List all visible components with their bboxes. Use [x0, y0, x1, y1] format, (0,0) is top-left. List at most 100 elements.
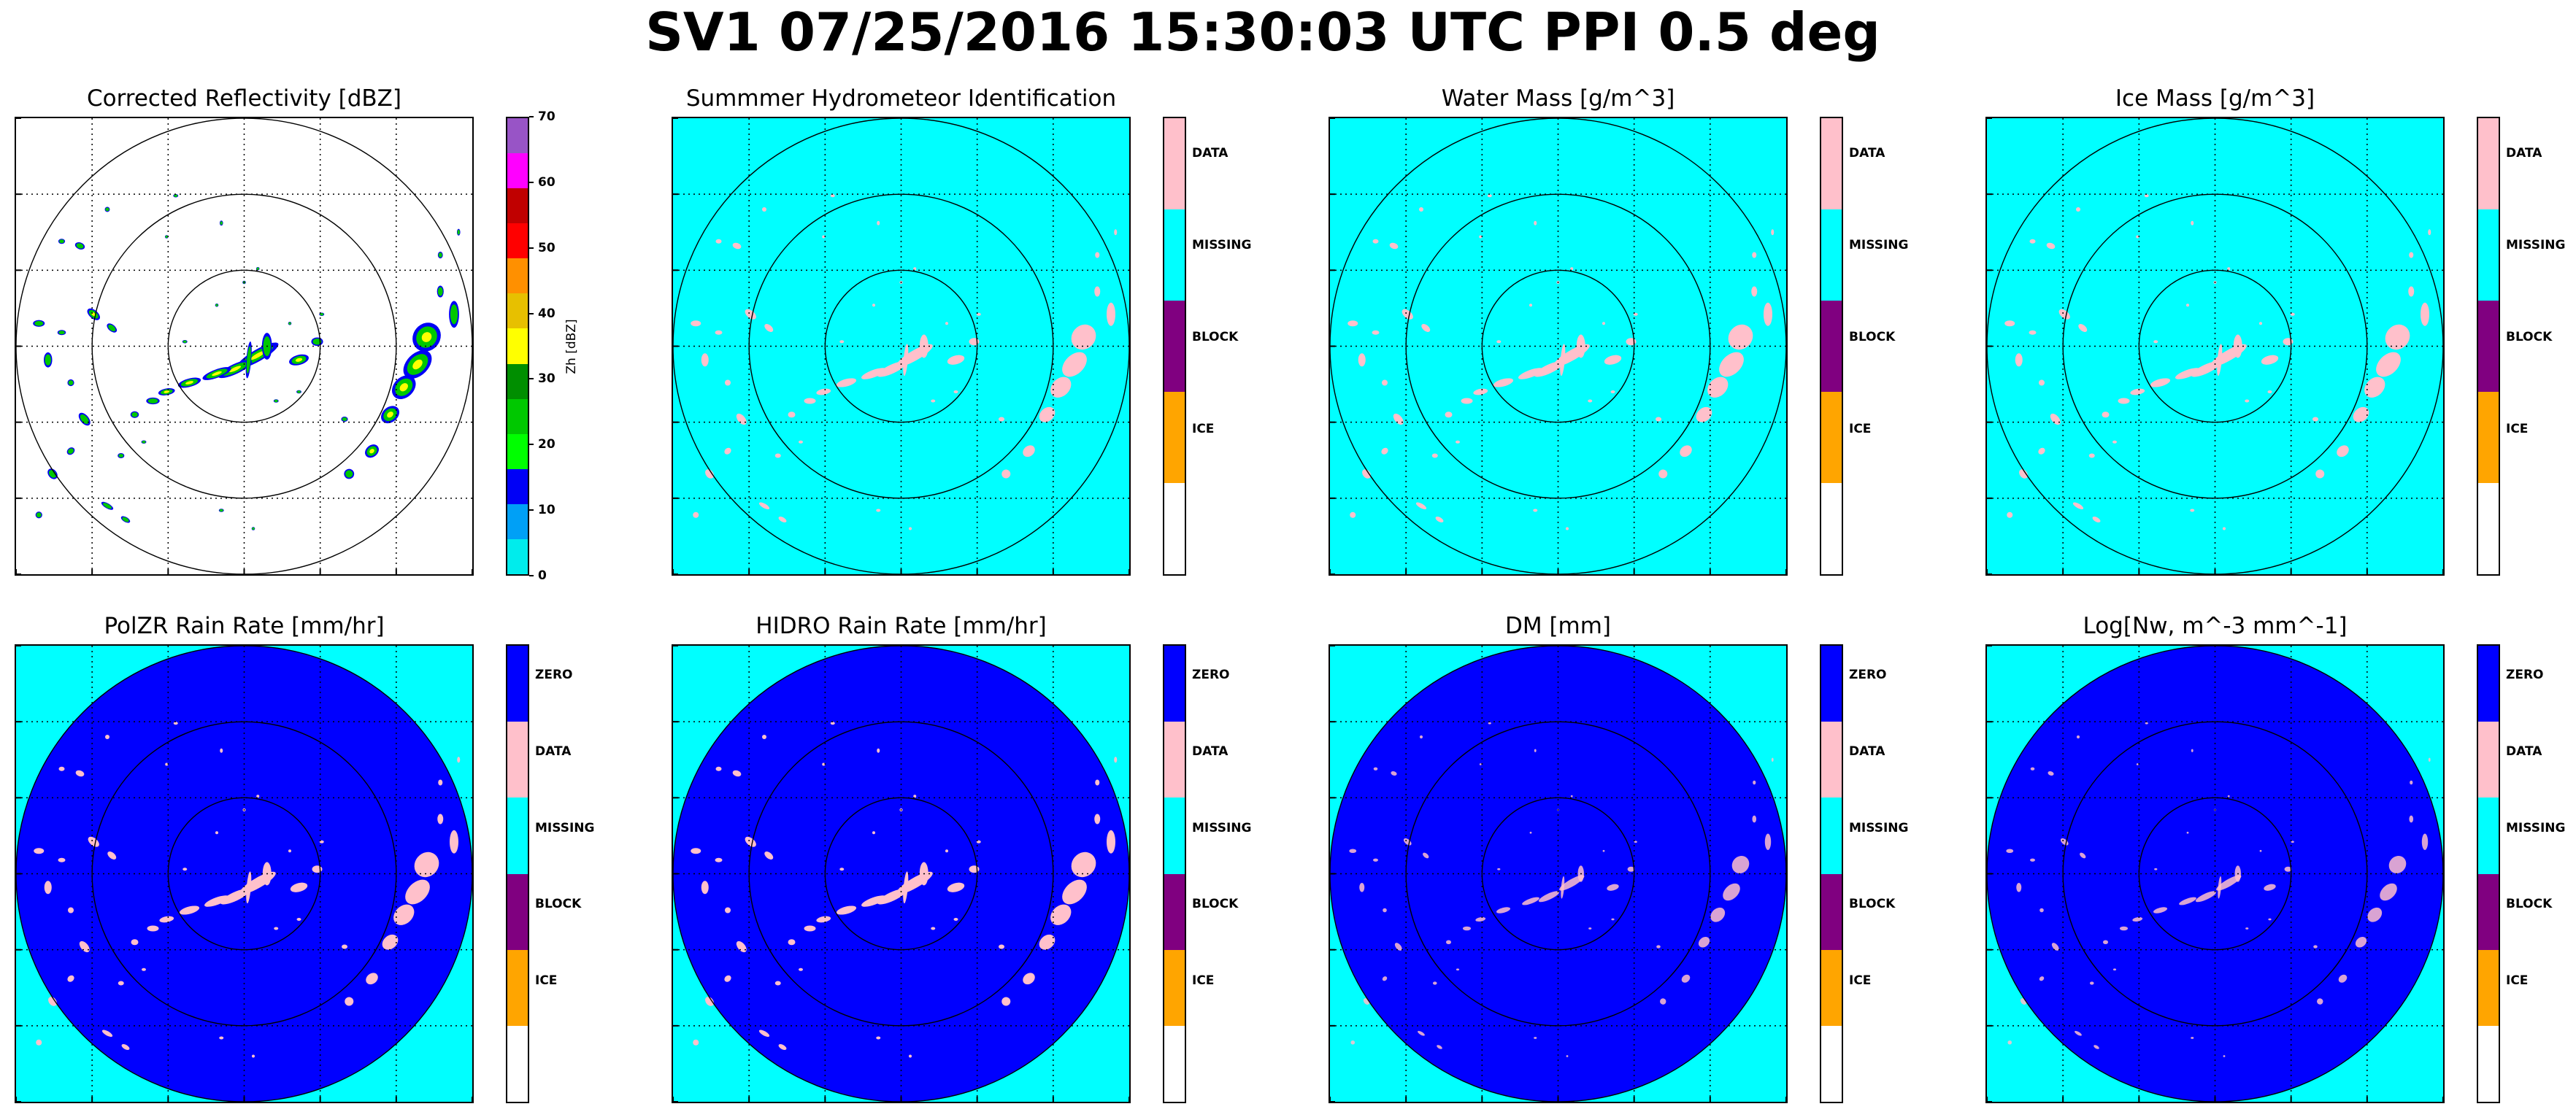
echo-data: [1023, 973, 1035, 985]
echo-data: [758, 502, 770, 510]
echo-data: [159, 916, 174, 923]
echo-data: [290, 882, 308, 892]
colorbar-0: [506, 117, 529, 576]
radar-plot-7: [1985, 644, 2445, 1103]
colorbar-tick-label: 70: [538, 109, 555, 124]
echo-data: [2245, 399, 2250, 403]
echo-data: [2191, 360, 2221, 377]
colorbar-segment: [2478, 118, 2499, 209]
echo-data: [931, 927, 936, 930]
echo-data: [2313, 945, 2318, 949]
echo-data: [1350, 1040, 1356, 1045]
echo-data: [732, 770, 742, 777]
echo-mid: [246, 346, 251, 374]
colorbar-segment: [507, 1025, 528, 1102]
echo-data: [2089, 981, 2094, 985]
echo-data: [1419, 207, 1423, 212]
panel-title-7: Log[Nw, m^-3 mm^-1]: [2083, 613, 2348, 639]
echo-mid: [437, 287, 443, 296]
colorbar-segment: [2478, 301, 2499, 392]
echo-data: [2216, 875, 2242, 891]
echo-mid: [288, 322, 291, 325]
echo-mid: [108, 324, 116, 332]
echo-data: [2039, 908, 2044, 913]
colorbar-tick-mark: [529, 378, 534, 380]
echo-data: [903, 344, 909, 376]
echo-data: [393, 904, 415, 925]
echo-mid: [68, 448, 74, 455]
range-ring-2: [748, 193, 1054, 499]
range-ring-1: [2138, 269, 2292, 423]
axis-ticks: [1987, 646, 2443, 1102]
axis-ticks: [16, 646, 472, 1102]
echo-data: [903, 871, 909, 904]
colorbar-segment: [1821, 873, 1842, 950]
colorbar-segment: [1164, 301, 1185, 392]
echo-data: [1475, 916, 1486, 922]
echo-data: [2186, 831, 2189, 834]
zero-rain-disk: [16, 646, 472, 1102]
echo-data: [1372, 330, 1380, 335]
echo-mid: [76, 243, 84, 249]
echo-data: [774, 453, 781, 458]
echo-data: [288, 849, 291, 853]
echo-data: [1488, 722, 1491, 725]
echo-data: [2016, 882, 2022, 892]
echo-mid: [220, 221, 223, 225]
echo-data: [1039, 934, 1056, 950]
echo-data: [296, 918, 301, 921]
echo-data: [1559, 875, 1585, 891]
echo-data: [75, 770, 85, 777]
colorbar-tick-mark: [529, 116, 534, 117]
echo-data: [2050, 413, 2061, 425]
colorbar-category-label: DATA: [1192, 744, 1229, 759]
echo-data: [58, 766, 65, 771]
echo-data: [105, 735, 109, 739]
echo-data: [215, 831, 218, 835]
echo-data: [830, 722, 835, 725]
echo-data: [2421, 833, 2429, 850]
echo-data: [1588, 927, 1592, 930]
colorbar-segment: [1164, 483, 1185, 574]
colorbar-category-label: BLOCK: [1192, 897, 1239, 912]
range-ring-1: [824, 797, 978, 951]
colorbar-category-label: DATA: [1849, 744, 1885, 759]
echo-data: [1731, 855, 1750, 874]
echo-data: [2191, 749, 2194, 752]
echo-data: [1423, 852, 1429, 859]
echo-data: [788, 939, 796, 946]
echo-mid: [105, 207, 109, 212]
colorbar-tick-label: 50: [538, 240, 555, 255]
colorbar-segment: [507, 153, 528, 189]
colorbar-segment: [1821, 722, 1842, 798]
echo-data: [1696, 406, 1712, 422]
echo-data: [1114, 757, 1118, 763]
echo-data: [34, 848, 45, 854]
colorbar-category-label: MISSING: [1192, 820, 1252, 835]
echo-data: [1349, 849, 1357, 854]
echo-data: [1534, 360, 1564, 377]
echo-data: [1001, 469, 1011, 479]
echo-data: [1764, 302, 1772, 326]
echo-data: [732, 242, 742, 250]
echo-data: [58, 857, 66, 862]
colorbar-segment: [507, 363, 528, 399]
echo-data: [2102, 412, 2110, 418]
echo-data: [2039, 379, 2045, 386]
echo-core: [295, 358, 303, 362]
echo-data: [1611, 918, 1615, 921]
range-ring-1: [167, 797, 321, 951]
echo-layer: [1349, 722, 1774, 1057]
echo-data: [2259, 849, 2262, 852]
echo-data: [2051, 943, 2059, 951]
colorbar-category-label: BLOCK: [1849, 897, 1896, 912]
echo-data: [2227, 795, 2230, 797]
colorbar-tick-label: 60: [538, 174, 555, 190]
echo-mid: [256, 267, 259, 270]
colorbar-5: [1163, 644, 1186, 1103]
echo-data: [79, 941, 90, 953]
echo-data: [877, 748, 880, 753]
echo-data: [2315, 469, 2325, 479]
echo-data: [822, 235, 826, 239]
echo-data: [1493, 378, 1514, 387]
